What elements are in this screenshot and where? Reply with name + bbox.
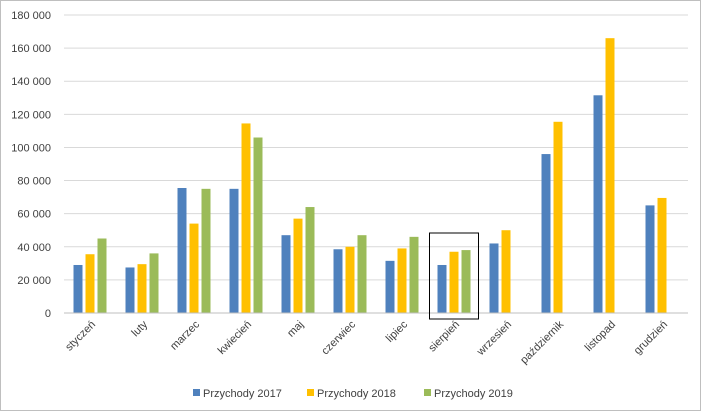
bar-2-8 — [449, 251, 459, 313]
bar-2-6 — [345, 246, 355, 313]
y-tick-label: 100 000 — [11, 142, 51, 154]
x-category-label: sierpień — [426, 319, 462, 355]
bar-3-6 — [357, 235, 367, 313]
legend-swatch — [424, 389, 431, 396]
bar-3-1 — [97, 238, 107, 313]
bar-1-2 — [125, 267, 135, 313]
y-tick-label: 160 000 — [11, 43, 51, 55]
highlight-rect — [429, 232, 479, 320]
x-category-label: listopad — [583, 319, 618, 354]
y-tick-label: 120 000 — [11, 109, 51, 121]
bar-1-9 — [489, 243, 499, 313]
y-tick-label: 0 — [45, 308, 51, 320]
bar-3-7 — [409, 236, 419, 313]
bar-3-5 — [305, 207, 315, 313]
highlight-box — [429, 232, 479, 320]
bar-1-11 — [593, 95, 603, 314]
bar-3-2 — [149, 253, 159, 313]
bar-2-11 — [605, 38, 615, 314]
x-category-label: maj — [285, 319, 306, 340]
bar-3-3 — [201, 188, 211, 313]
bar-2-10 — [553, 121, 563, 314]
bar-2-7 — [397, 248, 407, 313]
bar-1-10 — [541, 154, 551, 313]
legend-swatch — [307, 389, 314, 396]
bar-1-1 — [73, 264, 83, 313]
legend-label: Przychody 2019 — [434, 388, 513, 400]
legend-swatch — [193, 389, 200, 396]
x-category-label: lipiec — [384, 318, 411, 345]
y-tick-label: 60 000 — [17, 209, 51, 221]
legend-label: Przychody 2017 — [203, 388, 282, 400]
x-category-label: wrzesień — [474, 319, 514, 359]
bar-2-4 — [241, 123, 251, 313]
x-category-label: luty — [130, 318, 151, 339]
x-category-label: czerwiec — [319, 318, 358, 357]
x-category-label: grudzień — [632, 319, 670, 357]
legend-label: Przychody 2018 — [317, 388, 396, 400]
bar-3-4 — [253, 137, 263, 313]
y-tick-label: 140 000 — [11, 76, 51, 88]
bar-1-4 — [229, 188, 239, 313]
bar-1-7 — [385, 260, 395, 313]
bar-2-1 — [85, 254, 95, 313]
bar-2-3 — [189, 223, 199, 313]
bar-1-3 — [177, 188, 187, 313]
bar-1-6 — [333, 249, 343, 313]
bar-1-12 — [645, 205, 655, 313]
bar-3-8 — [461, 250, 471, 313]
gridlines — [64, 14, 688, 281]
x-category-label: styczeń — [63, 319, 98, 354]
bar-2-9 — [501, 230, 511, 313]
y-tick-label: 180 000 — [11, 10, 51, 22]
bar-1-5 — [281, 235, 291, 313]
bars — [73, 38, 667, 314]
y-axis-tick-labels: 0 20 000 40 000 60 000 80 000 100 000 120 000 1… — [11, 10, 51, 320]
bar-1-8 — [437, 264, 447, 313]
x-category-label: kwiecień — [216, 319, 254, 357]
bar-2-2 — [137, 264, 147, 313]
y-tick-label: 80 000 — [17, 176, 51, 188]
y-tick-label: 40 000 — [17, 242, 51, 254]
x-category-label: październik — [518, 318, 566, 366]
bar-2-5 — [293, 218, 303, 313]
bar-2-12 — [657, 197, 667, 313]
legend: Przychody 2017 Przychody 2018 Przychody 20… — [193, 388, 513, 400]
x-category-label: marzec — [168, 318, 202, 352]
x-axis-category-labels: styczeń luty marzec kwiecień maj czerwiec lipi… — [63, 318, 670, 366]
y-tick-label: 20 000 — [17, 275, 51, 287]
